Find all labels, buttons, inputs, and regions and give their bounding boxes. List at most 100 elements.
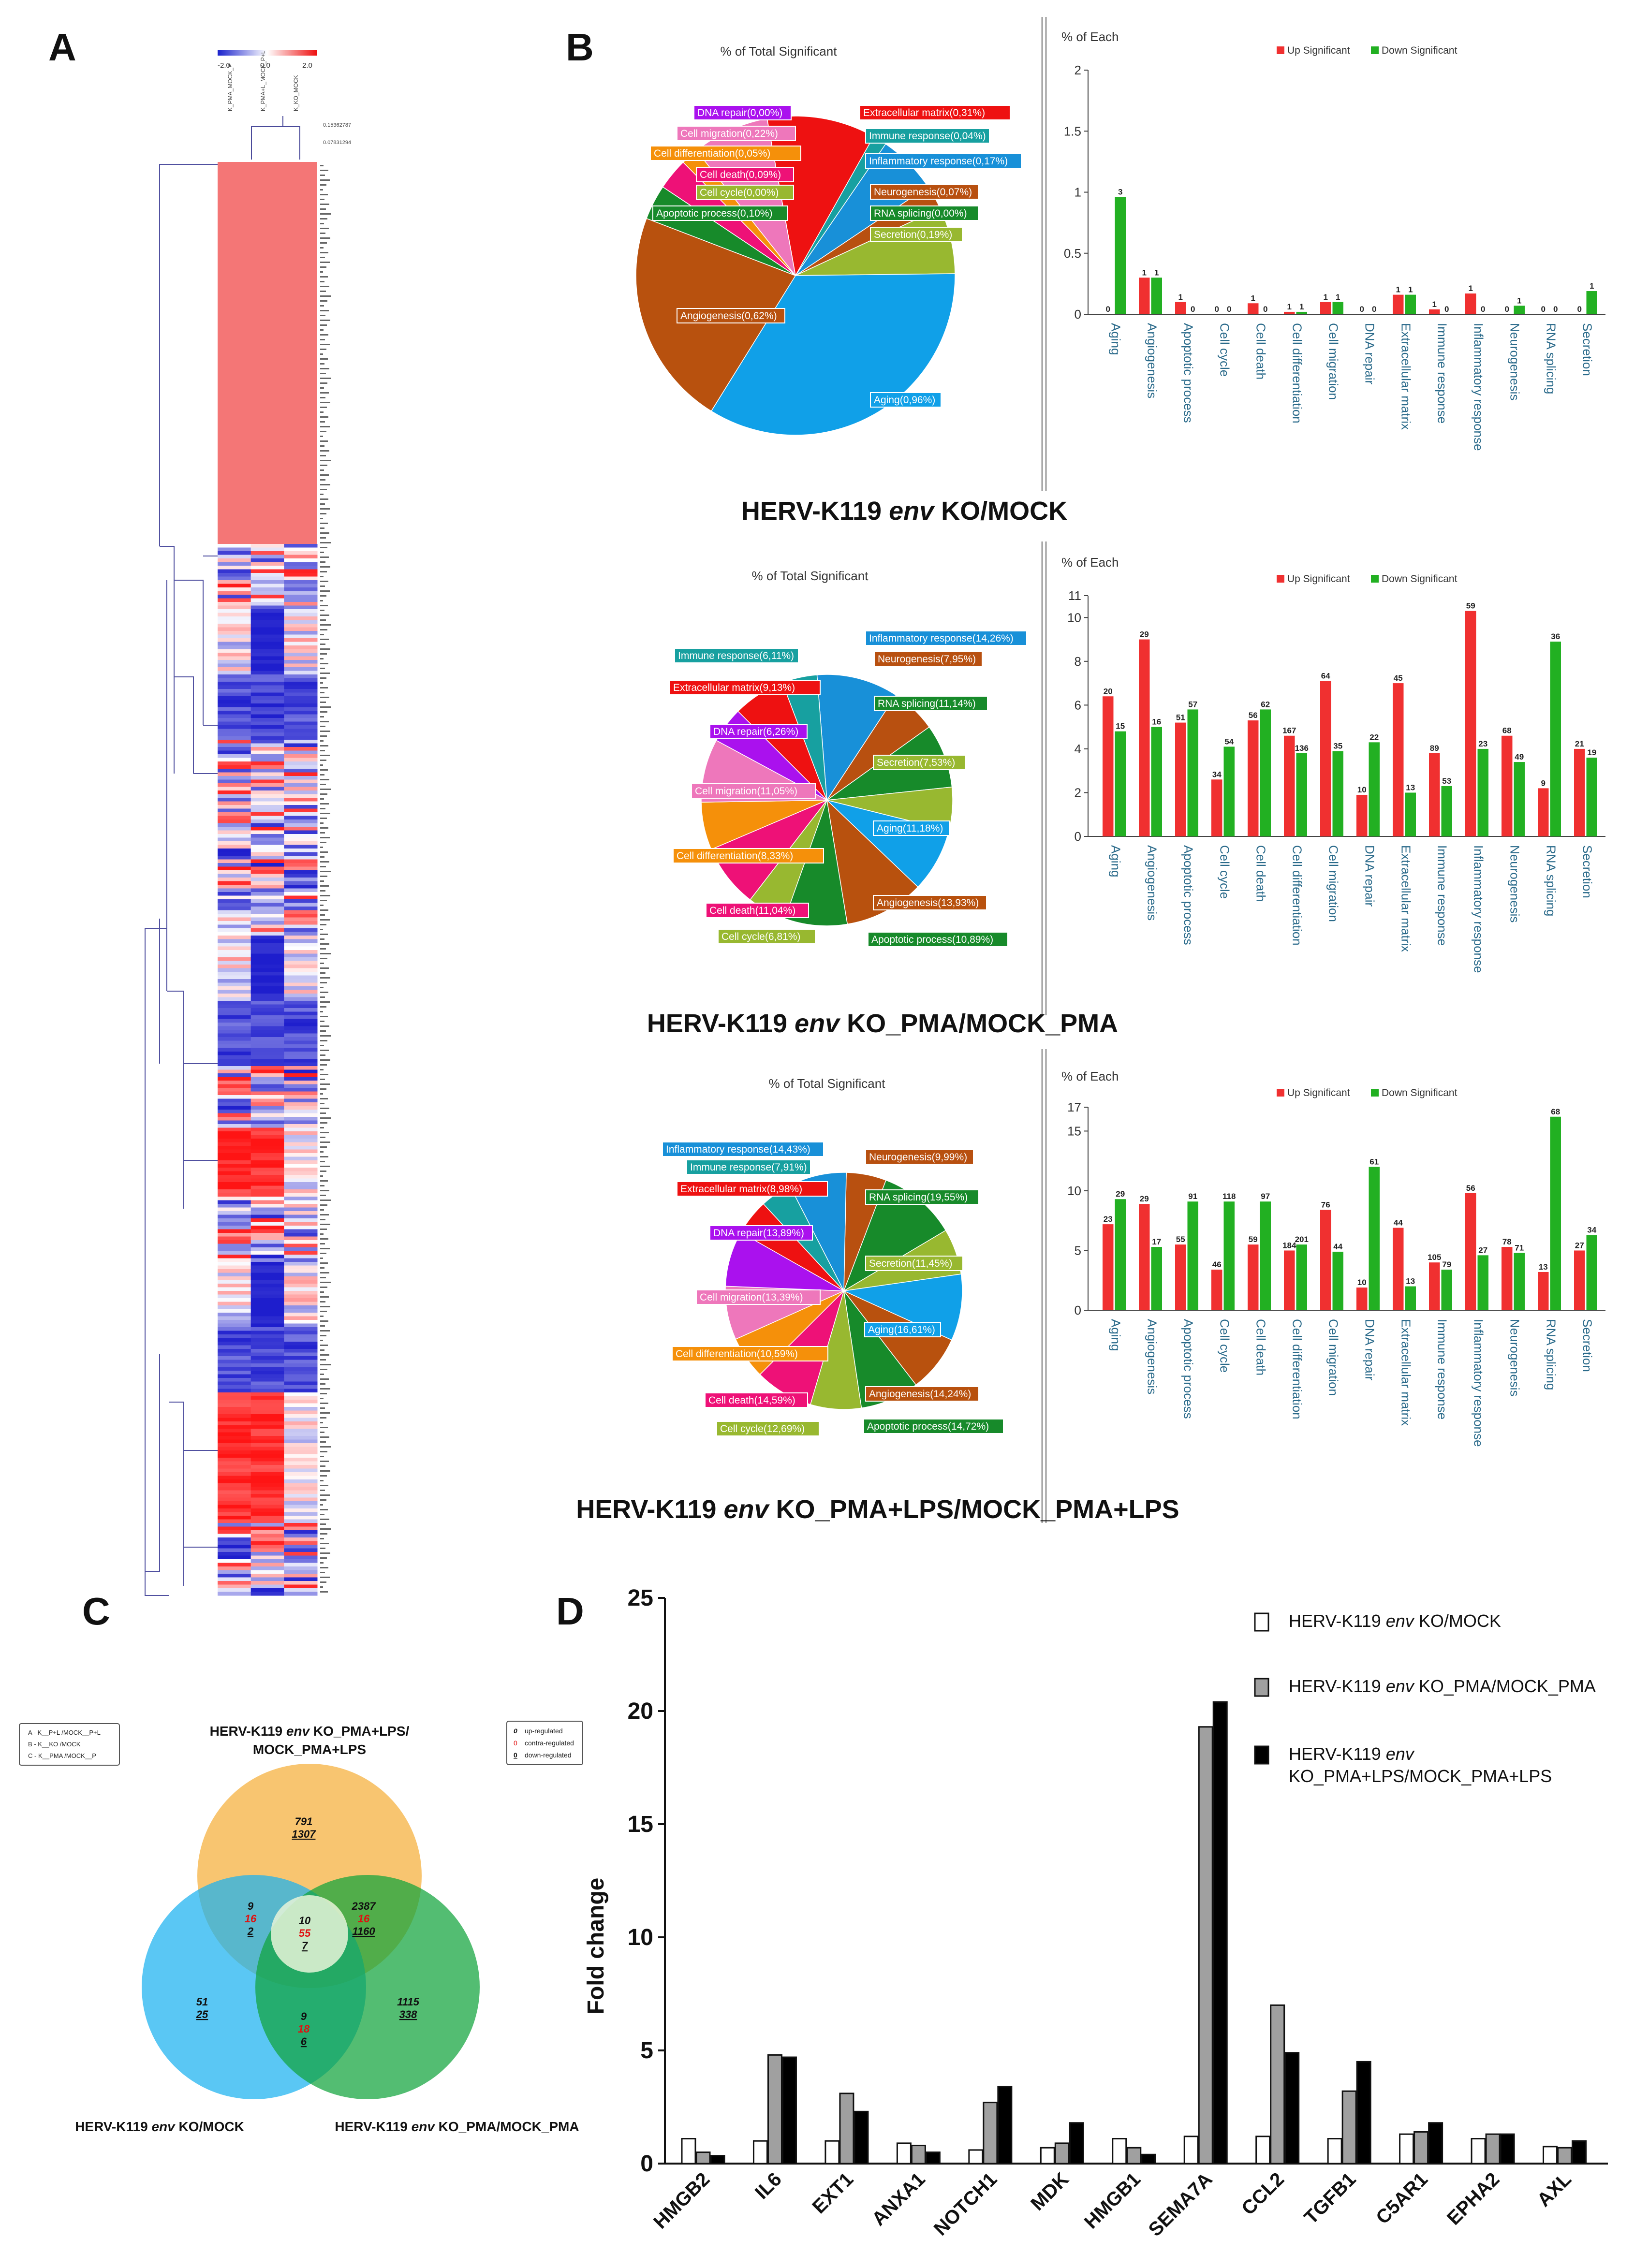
heatmap-cell: [218, 711, 251, 715]
heatmap-cell: [284, 1443, 318, 1447]
heatmap-cell: [250, 1146, 284, 1150]
heatmap-cell: [218, 1490, 251, 1494]
heatmap-cell: [218, 950, 251, 954]
heatmap-cell: [284, 624, 318, 628]
venn-count-up: 9: [301, 2010, 307, 2022]
legend-label-part: HERV-K119: [1289, 1611, 1386, 1631]
heatmap-row-label-mark: [320, 1001, 330, 1003]
heatmap-cell: [250, 1356, 284, 1360]
heatmap-cell: [250, 1171, 284, 1175]
heatmap-row-label-mark: [320, 368, 329, 369]
heatmap-cell: [250, 1193, 284, 1197]
heatmap-cell: [284, 674, 318, 678]
heatmap-cell: [218, 1418, 251, 1422]
heatmap-row-label-mark: [320, 905, 324, 906]
heatmap-cell: [218, 878, 251, 881]
heatmap-cell: [250, 1338, 284, 1342]
pie-label: Apoptotic process(10,89%): [871, 934, 993, 945]
heatmap-cell: [250, 1164, 284, 1168]
y-tick-label: 5: [640, 2038, 653, 2063]
heatmap-cell: [250, 808, 284, 813]
heatmap-cell: [250, 801, 284, 805]
heatmap-cell: [284, 914, 318, 918]
bar-up: [1502, 735, 1513, 836]
bar-up: [1393, 1228, 1404, 1310]
bar-down-value: 29: [1116, 1189, 1125, 1199]
heatmap-cell: [284, 794, 318, 798]
bar-up-value: 9: [1541, 778, 1546, 788]
heatmap-cell: [250, 1327, 284, 1331]
heatmap: -2.0 0.0 2.0 K_PMA_MOCK_P K_PMA+L_MOCK_P…: [145, 50, 351, 1596]
venn-regulation-key-box: [506, 1721, 583, 1765]
heatmap-cell: [218, 1505, 251, 1509]
heatmap-cell: [250, 707, 284, 711]
bar-category-label: Cell migration: [1326, 323, 1341, 400]
heatmap-cell: [284, 1185, 318, 1190]
heatmap-cell: [284, 1548, 318, 1552]
heatmap-cell: [218, 1197, 251, 1200]
heatmap-row-label-mark: [320, 498, 328, 500]
heatmap-cell: [218, 888, 251, 893]
venn-key-b: B - K__KO /MOCK: [28, 1741, 81, 1748]
legend-swatch: [1254, 1678, 1269, 1697]
heatmap-cell: [218, 852, 251, 856]
bar-category-label: DNA repair: [1363, 323, 1377, 384]
heatmap-cell: [218, 721, 251, 726]
fold-bar: [681, 2138, 696, 2165]
bar-down-value: 61: [1369, 1157, 1379, 1167]
heatmap-cell: [218, 794, 251, 798]
heatmap-cell: [218, 812, 251, 816]
category-label: CCL2: [1237, 2168, 1288, 2219]
heatmap-cell: [284, 1385, 318, 1389]
bar-category-label: Extracellular matrix: [1399, 1319, 1413, 1426]
heatmap-cell: [218, 1265, 251, 1270]
heatmap-row-label-mark: [320, 242, 327, 244]
heatmap-cell: [250, 783, 284, 787]
heatmap-cell: [218, 823, 251, 827]
y-tick-label: 20: [628, 1698, 653, 1724]
bar-down: [1332, 1251, 1343, 1310]
legend-swatch-down: [1371, 46, 1379, 54]
heatmap-column-tree: [251, 116, 300, 160]
heatmap-cell: [250, 982, 284, 987]
heatmap-cell: [284, 703, 318, 707]
pie-label: Secretion(7,53%): [877, 757, 955, 768]
heatmap-cell: [218, 1171, 251, 1175]
heatmap-cell: [284, 1588, 318, 1592]
pie-label-box: [672, 1346, 828, 1361]
heatmap-cell: [250, 1454, 284, 1458]
heatmap-cell: [284, 1555, 318, 1560]
y-tick-label: 2: [1075, 785, 1081, 800]
bar-up: [1284, 311, 1295, 314]
heatmap-row-label-mark: [320, 972, 325, 974]
heatmap-cell: [284, 878, 318, 881]
bar-down-value: 0: [1263, 305, 1267, 314]
heatmap-cell: [284, 750, 318, 755]
heatmap-cell: [250, 1302, 284, 1306]
heatmap-cell: [250, 602, 284, 606]
heatmap-cell: [284, 1247, 318, 1251]
heatmap-tree-label: 0.07831294: [323, 140, 351, 146]
heatmap-cell: [218, 1131, 251, 1135]
heatmap-row-label-mark: [320, 1229, 327, 1230]
heatmap-cell: [250, 921, 284, 925]
bar-down-value: 71: [1515, 1243, 1524, 1252]
heatmap-cell: [218, 863, 251, 867]
heatmap-row-label-mark: [320, 208, 326, 210]
heatmap-cell: [250, 1207, 284, 1212]
heatmap-cell: [250, 1139, 284, 1142]
heatmap-cell: [284, 1204, 318, 1208]
pie-label-box: [865, 1189, 979, 1205]
heatmap-row-label-mark: [320, 1422, 323, 1423]
heatmap-row-label-mark: [320, 300, 327, 302]
bar-down: [1260, 709, 1271, 836]
heatmap-cell: [218, 1352, 251, 1357]
bar-category-label: Aging: [1109, 323, 1123, 355]
bar-up: [1284, 1250, 1295, 1310]
heatmap-cell: [250, 616, 284, 620]
heatmap-row-label-mark: [320, 813, 330, 814]
panel-letter-a: A: [48, 26, 76, 69]
fold-bar: [968, 2149, 984, 2165]
heatmap-cell: [218, 1193, 251, 1197]
bar-category-label: Cell differentiation: [1290, 323, 1305, 424]
